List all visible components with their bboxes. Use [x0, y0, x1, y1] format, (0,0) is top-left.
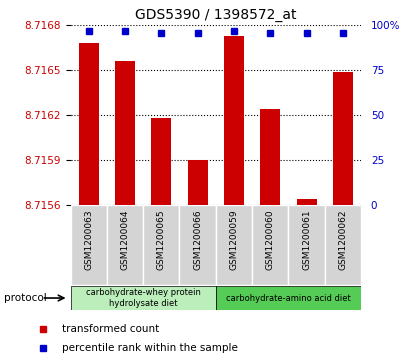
Text: GSM1200062: GSM1200062 — [338, 209, 347, 270]
Bar — [71, 286, 216, 310]
Bar — [252, 205, 288, 285]
Bar — [151, 118, 171, 205]
Text: percentile rank within the sample: percentile rank within the sample — [62, 343, 238, 354]
Text: GSM1200065: GSM1200065 — [157, 209, 166, 270]
Bar — [107, 205, 143, 285]
Bar — [325, 205, 361, 285]
Bar — [297, 199, 317, 205]
Text: GSM1200066: GSM1200066 — [193, 209, 202, 270]
Bar — [288, 205, 325, 285]
Text: GSM1200063: GSM1200063 — [84, 209, 93, 270]
Text: carbohydrate-amino acid diet: carbohydrate-amino acid diet — [226, 294, 351, 302]
Bar — [115, 61, 135, 205]
Bar — [143, 205, 179, 285]
Text: GSM1200061: GSM1200061 — [302, 209, 311, 270]
Bar — [216, 286, 361, 310]
Text: GSM1200064: GSM1200064 — [120, 209, 129, 270]
Bar — [216, 205, 252, 285]
Text: GSM1200060: GSM1200060 — [266, 209, 275, 270]
Bar — [260, 109, 280, 205]
Bar — [71, 205, 107, 285]
Bar — [333, 72, 353, 205]
Bar — [224, 36, 244, 205]
Text: transformed count: transformed count — [62, 323, 159, 334]
Bar — [188, 160, 208, 205]
Bar — [79, 44, 99, 205]
Title: GDS5390 / 1398572_at: GDS5390 / 1398572_at — [135, 8, 297, 22]
Text: carbohydrate-whey protein
hydrolysate diet: carbohydrate-whey protein hydrolysate di… — [86, 288, 200, 308]
Text: protocol: protocol — [4, 293, 47, 303]
Bar — [179, 205, 216, 285]
Text: GSM1200059: GSM1200059 — [229, 209, 239, 270]
